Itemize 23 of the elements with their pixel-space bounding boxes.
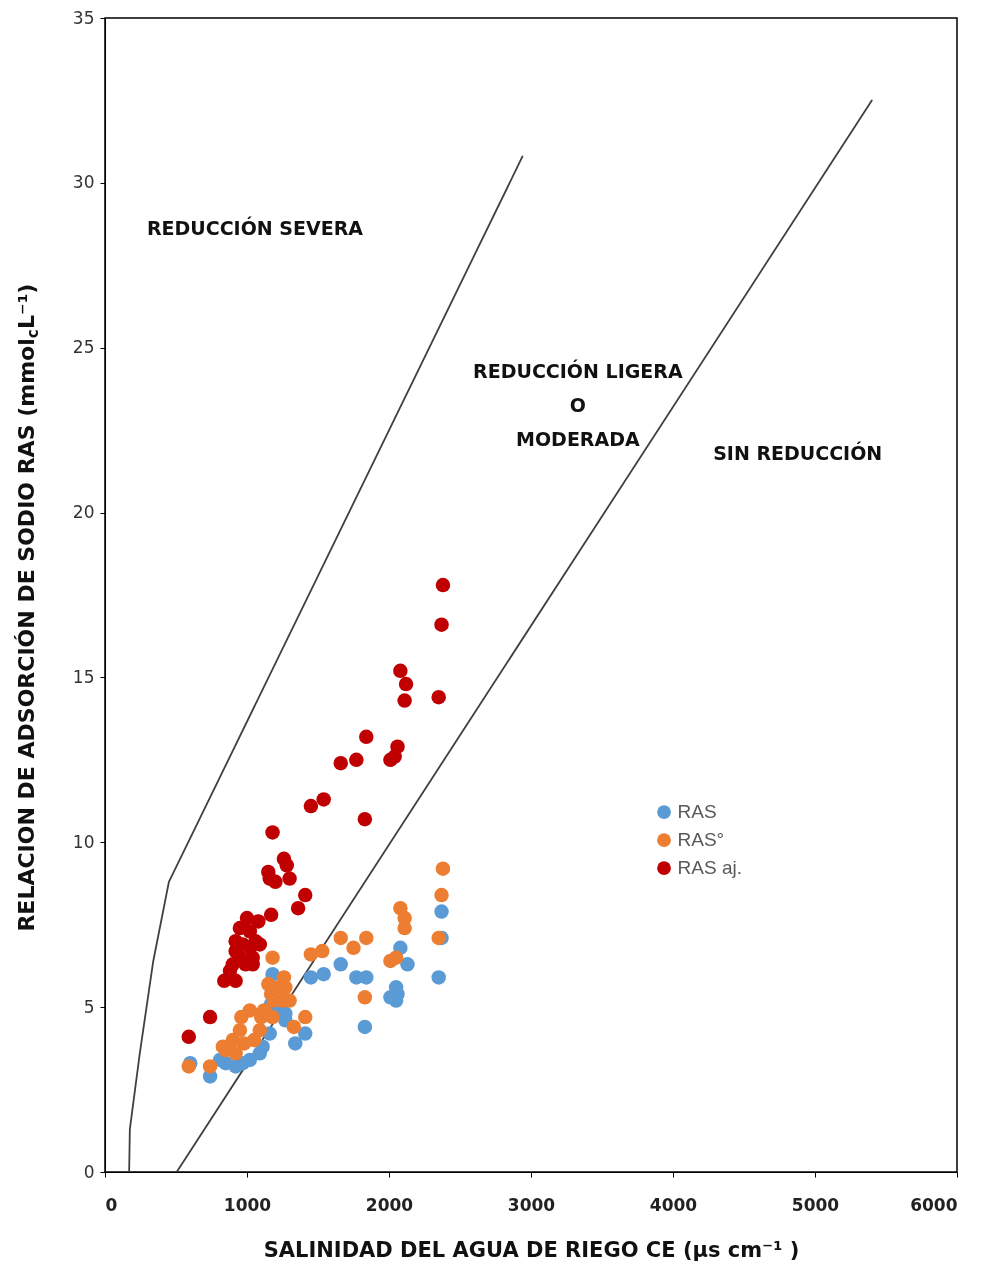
legend-label: RAS° <box>677 829 725 851</box>
y-tick-label: 25 <box>72 337 95 358</box>
y-tick-label: 5 <box>83 996 95 1017</box>
legend-label: RAS <box>677 801 717 823</box>
y-tick-label: 10 <box>72 831 95 852</box>
x-tick-label: 5000 <box>791 1194 840 1215</box>
annotation: REDUCCIÓN SEVERA <box>146 216 364 240</box>
y-tick-label: 15 <box>72 666 95 687</box>
legend-label: RAS aj. <box>677 857 742 879</box>
y-axis-title: RELACION DE ADSORCIÓN DE SODIO RAS (mmolcL⁻¹) <box>14 283 42 932</box>
x-axis-title: SALINIDAD DEL AGUA DE RIEGO CE (µs cm⁻¹ ) <box>263 1237 800 1262</box>
x-tick-label: 3000 <box>507 1194 556 1215</box>
annotation: SIN REDUCCIÓN <box>713 441 883 465</box>
x-tick-label: 0 <box>105 1194 118 1215</box>
y-tick-label: 20 <box>72 502 95 523</box>
y-tick-label: 35 <box>72 7 95 28</box>
x-tick-label: 1000 <box>223 1194 272 1215</box>
annotation: REDUCCIÓN LIGERA O MODERADA <box>473 359 683 451</box>
x-tick-label: 4000 <box>649 1194 698 1215</box>
y-tick-label: 0 <box>83 1161 95 1182</box>
x-tick-label: 6000 <box>910 1194 958 1215</box>
y-tick-label: 30 <box>72 172 95 193</box>
x-tick-label: 2000 <box>365 1194 414 1215</box>
